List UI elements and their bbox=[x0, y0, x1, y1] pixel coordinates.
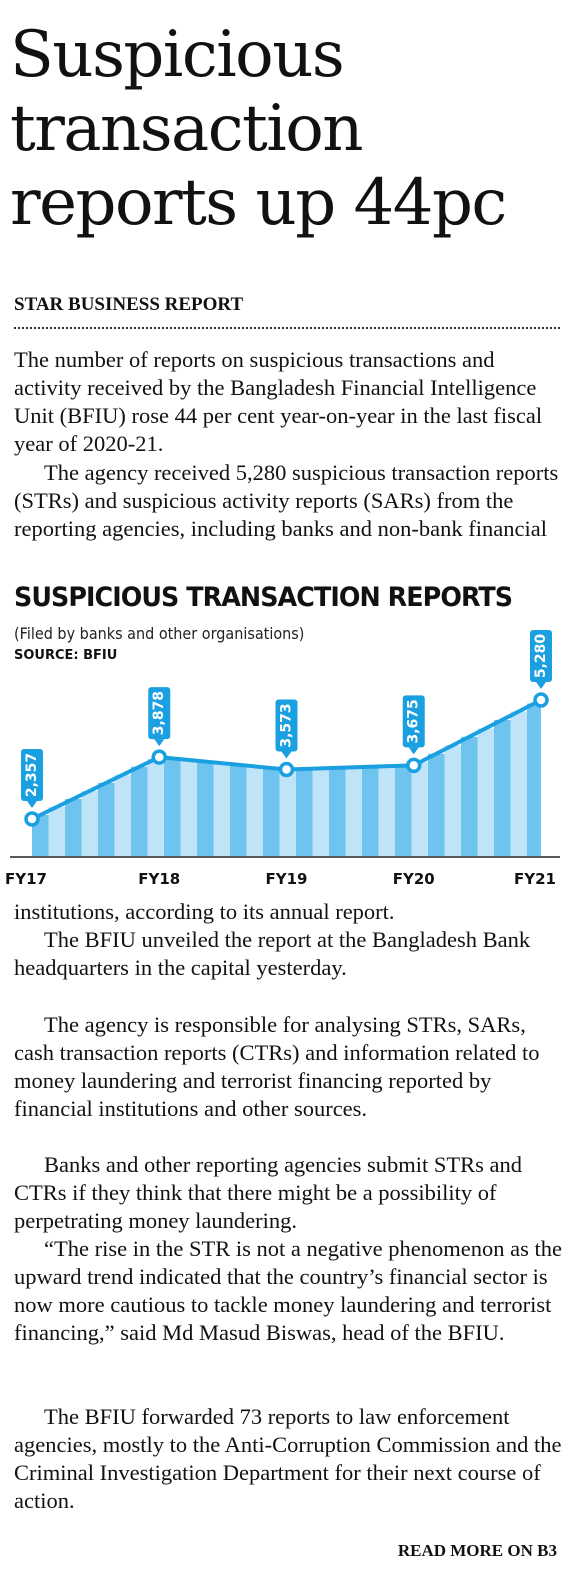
chart-source: SOURCE: BFIU bbox=[14, 648, 118, 663]
area-stripe bbox=[345, 767, 362, 856]
paragraph-7: “The rise in the STR is not a negative p… bbox=[14, 1236, 562, 1345]
area-stripe bbox=[213, 763, 230, 856]
area-stripe bbox=[494, 719, 511, 856]
data-point bbox=[533, 692, 549, 708]
data-label-box bbox=[530, 630, 552, 682]
paragraph-3: institutions, according to its annual re… bbox=[14, 899, 395, 924]
headline: Suspicious transaction reports up 44pc bbox=[10, 18, 507, 240]
area-stripe bbox=[296, 768, 313, 856]
data-label-pointer bbox=[281, 751, 292, 759]
x-tick-label: FY20 bbox=[393, 870, 435, 888]
area-stripe bbox=[312, 768, 329, 856]
area-stripe bbox=[411, 762, 428, 856]
chart-subtitle: (Filed by banks and other organisations) bbox=[14, 624, 305, 643]
area-stripe bbox=[114, 774, 131, 856]
data-label-pointer bbox=[408, 747, 419, 755]
data-point bbox=[278, 761, 295, 778]
read-more-link[interactable]: READ MORE ON B3 bbox=[397, 1541, 557, 1560]
paragraph-8: The BFIU forwarded 73 reports to law enf… bbox=[14, 1404, 562, 1513]
area-stripe bbox=[477, 728, 494, 856]
area-stripe bbox=[527, 703, 541, 856]
data-point bbox=[24, 811, 40, 827]
area-stripe bbox=[98, 782, 115, 856]
byline: STAR BUSINESS REPORT bbox=[14, 294, 244, 315]
area-stripe bbox=[263, 768, 280, 856]
data-label-pointer bbox=[536, 682, 546, 689]
area-stripe bbox=[147, 758, 164, 856]
chart-title: SUSPICIOUS TRANSACTION REPORTS bbox=[14, 582, 513, 613]
data-point bbox=[151, 749, 167, 765]
paragraph-4: The BFIU unveiled the report at the Bang… bbox=[14, 927, 531, 980]
area-stripe bbox=[81, 790, 98, 856]
x-tick-label: FY18 bbox=[138, 870, 180, 888]
area-stripe bbox=[180, 759, 197, 856]
area-stripe bbox=[48, 806, 65, 856]
x-tick-label: FY21 bbox=[514, 870, 556, 888]
area-stripe bbox=[329, 767, 346, 856]
data-label: 3,573 bbox=[279, 703, 295, 747]
area-stripe bbox=[378, 766, 395, 856]
area-stripe bbox=[279, 769, 296, 856]
area-stripe bbox=[444, 745, 461, 856]
area-stripe bbox=[197, 761, 214, 856]
area-stripe bbox=[395, 765, 412, 856]
data-label: 3,878 bbox=[151, 691, 167, 735]
paragraph-5: The agency is responsible for analysing … bbox=[14, 1012, 540, 1121]
paragraph-6: Banks and other reporting agencies submi… bbox=[14, 1152, 523, 1233]
paragraph-1: The number of reports on suspicious tran… bbox=[14, 347, 543, 456]
data-label-box bbox=[275, 699, 298, 752]
line-chart: 2,357 FY17 3,878 FY18 3,573 FY19 3,675 FY20 5,28… bbox=[5, 630, 560, 888]
area-stripe bbox=[362, 766, 379, 856]
area-stripe bbox=[164, 758, 181, 856]
x-tick-label: FY17 bbox=[5, 870, 47, 888]
data-label-box bbox=[402, 695, 425, 748]
area-stripe bbox=[510, 711, 527, 856]
area-stripe bbox=[428, 753, 445, 856]
area-stripe bbox=[65, 798, 82, 856]
area-stripe bbox=[131, 766, 148, 856]
area-stripe bbox=[230, 764, 247, 856]
data-label-box bbox=[148, 687, 171, 740]
area-stripe bbox=[461, 736, 478, 856]
data-label: 3,675 bbox=[406, 699, 422, 743]
x-tick-label: FY19 bbox=[266, 870, 308, 888]
data-point bbox=[406, 757, 422, 774]
area-stripe bbox=[246, 766, 263, 856]
data-label-box bbox=[21, 749, 43, 801]
data-label: 2,357 bbox=[24, 753, 40, 797]
paragraph-2: The agency received 5,280 suspicious tra… bbox=[14, 460, 559, 541]
data-label-pointer bbox=[27, 801, 37, 808]
data-label-pointer bbox=[154, 739, 165, 747]
dotted-divider bbox=[14, 327, 560, 329]
data-label: 5,280 bbox=[533, 634, 549, 679]
